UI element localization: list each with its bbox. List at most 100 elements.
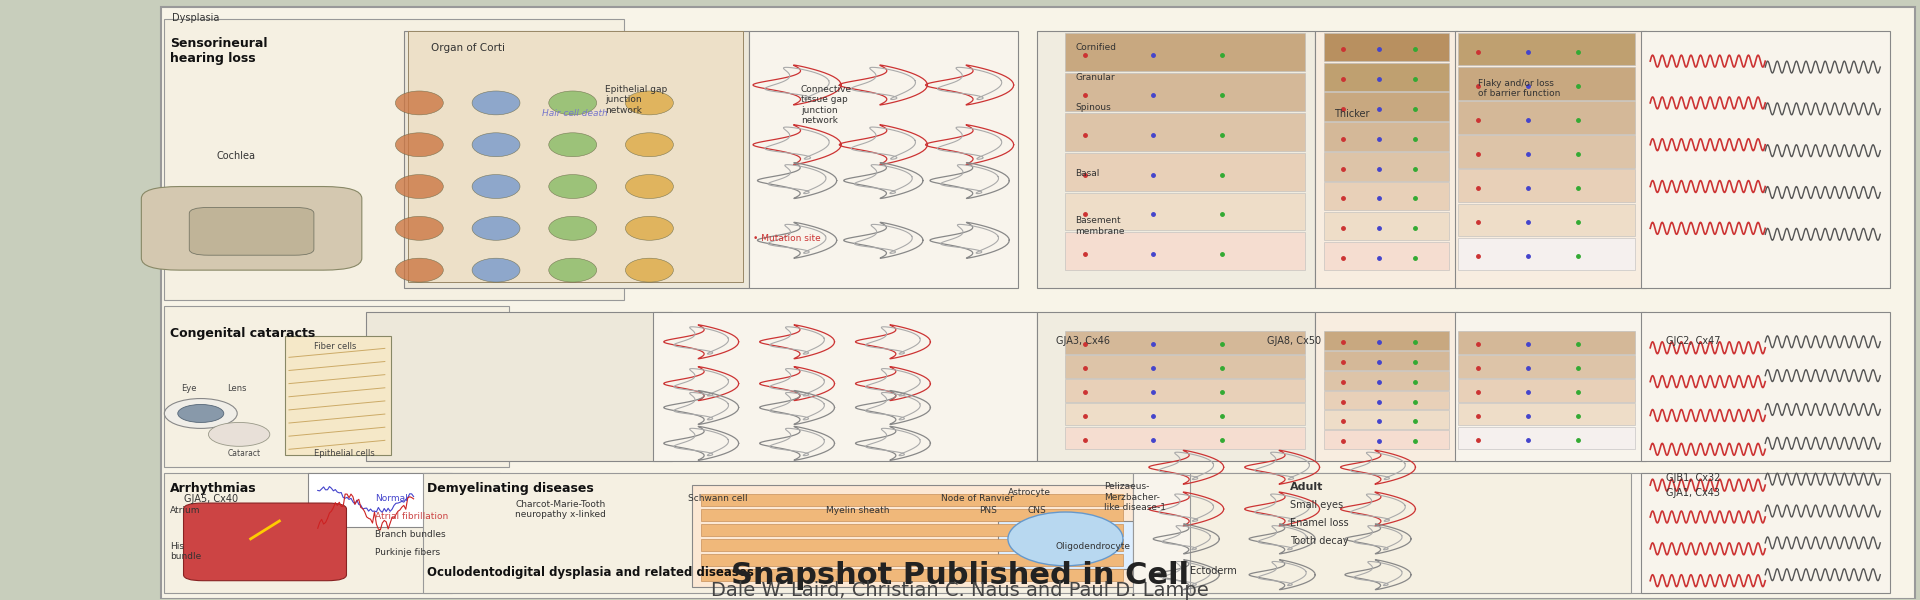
Text: Thicker: Thicker (1334, 109, 1369, 119)
Bar (403, 31, 749, 288)
Ellipse shape (165, 398, 238, 428)
Bar (1325, 152, 1450, 181)
Ellipse shape (396, 175, 444, 199)
Text: Tooth decay: Tooth decay (1290, 536, 1348, 546)
Text: GJC2, Cx47: GJC2, Cx47 (1665, 336, 1720, 346)
Text: Purkinje fibers: Purkinje fibers (374, 548, 440, 557)
Bar (1640, 312, 1889, 461)
Ellipse shape (209, 422, 271, 446)
Text: Small eyes: Small eyes (1290, 500, 1342, 510)
Ellipse shape (396, 258, 444, 282)
Bar (1325, 331, 1450, 350)
Text: Spinous: Spinous (1075, 103, 1112, 112)
Bar (1066, 379, 1306, 401)
Ellipse shape (396, 133, 444, 157)
Text: GJA8, Cx50: GJA8, Cx50 (1267, 336, 1321, 346)
Ellipse shape (549, 133, 597, 157)
Bar (1315, 312, 1459, 461)
Bar (1640, 31, 1889, 288)
Bar (701, 509, 1123, 521)
Ellipse shape (179, 404, 225, 422)
Text: Oligodendrocyte: Oligodendrocyte (1056, 542, 1131, 551)
Bar (1325, 371, 1450, 389)
Ellipse shape (626, 133, 674, 157)
Text: GJA5, Cx40: GJA5, Cx40 (184, 494, 238, 504)
Bar (1459, 169, 1634, 202)
Text: Organ of Corti: Organ of Corti (430, 43, 505, 53)
Text: Snapshot Published in Cell: Snapshot Published in Cell (732, 562, 1188, 590)
Bar (691, 485, 1133, 587)
Text: GJA3, Cx46: GJA3, Cx46 (1056, 336, 1110, 346)
Bar (422, 473, 1133, 593)
Bar (1066, 427, 1306, 449)
Text: Schwann cell: Schwann cell (687, 494, 747, 503)
Bar (1325, 391, 1450, 409)
Bar (1459, 403, 1634, 425)
Bar (1315, 31, 1459, 288)
Text: Basement
membrane: Basement membrane (1075, 217, 1125, 236)
Text: Cataract: Cataract (228, 449, 261, 458)
Text: Lens: Lens (228, 383, 248, 392)
Text: Eye: Eye (182, 383, 198, 392)
Bar (701, 569, 1123, 581)
Bar (701, 494, 1123, 506)
Ellipse shape (472, 133, 520, 157)
Text: Normal: Normal (374, 494, 407, 503)
Text: CNS: CNS (1027, 506, 1046, 515)
Bar (1459, 355, 1634, 377)
Text: Sensorineural
hearing loss: Sensorineural hearing loss (171, 37, 267, 65)
Bar (1325, 182, 1450, 211)
Bar (1325, 242, 1450, 270)
Bar (1066, 113, 1306, 151)
FancyBboxPatch shape (142, 187, 361, 270)
Bar (1066, 152, 1306, 191)
Bar (1325, 92, 1450, 121)
Bar (1325, 351, 1450, 370)
Ellipse shape (472, 175, 520, 199)
Ellipse shape (626, 258, 674, 282)
Text: Epithelial gap
junction
network: Epithelial gap junction network (605, 85, 668, 115)
Bar (1325, 33, 1450, 61)
Bar (1066, 355, 1306, 377)
Ellipse shape (626, 91, 674, 115)
Bar (1459, 427, 1634, 449)
Text: Atrium: Atrium (171, 506, 200, 515)
Bar (998, 521, 1133, 569)
Bar (407, 31, 743, 282)
Text: Epithelial cells: Epithelial cells (313, 449, 374, 458)
Bar (165, 306, 509, 467)
Bar (365, 312, 672, 461)
Bar (165, 473, 451, 593)
Ellipse shape (626, 175, 674, 199)
Bar (653, 312, 1037, 461)
Text: Fiber cells: Fiber cells (313, 342, 357, 351)
Text: • Mutation site: • Mutation site (753, 235, 820, 244)
Text: Dale W. Laird, Christian C. Naus and Paul D. Lampe: Dale W. Laird, Christian C. Naus and Pau… (710, 581, 1210, 600)
Bar (1459, 67, 1634, 100)
Ellipse shape (396, 217, 444, 240)
Ellipse shape (1008, 512, 1123, 566)
Bar (1459, 238, 1634, 270)
Bar (1455, 31, 1645, 288)
Text: Cochlea: Cochlea (217, 151, 255, 161)
Text: Dysplasia: Dysplasia (173, 13, 219, 23)
Ellipse shape (396, 91, 444, 115)
Bar (1066, 73, 1306, 111)
Text: Arrhythmias: Arrhythmias (171, 482, 257, 495)
FancyBboxPatch shape (184, 503, 346, 581)
Bar (749, 31, 1018, 288)
Bar (1459, 379, 1634, 401)
Ellipse shape (549, 175, 597, 199)
Bar (286, 336, 390, 455)
Text: Ectoderm: Ectoderm (1190, 566, 1236, 576)
Bar (701, 524, 1123, 536)
Text: Basal: Basal (1075, 169, 1100, 178)
Bar (1066, 193, 1306, 230)
Ellipse shape (549, 217, 597, 240)
Ellipse shape (472, 91, 520, 115)
Bar (1325, 212, 1450, 240)
Text: GJB1, Cx32: GJB1, Cx32 (1665, 473, 1720, 483)
Bar (1459, 33, 1634, 65)
Text: Connective
tissue gap
junction
network: Connective tissue gap junction network (801, 85, 852, 125)
Text: Atrial fibrillation: Atrial fibrillation (374, 512, 449, 521)
